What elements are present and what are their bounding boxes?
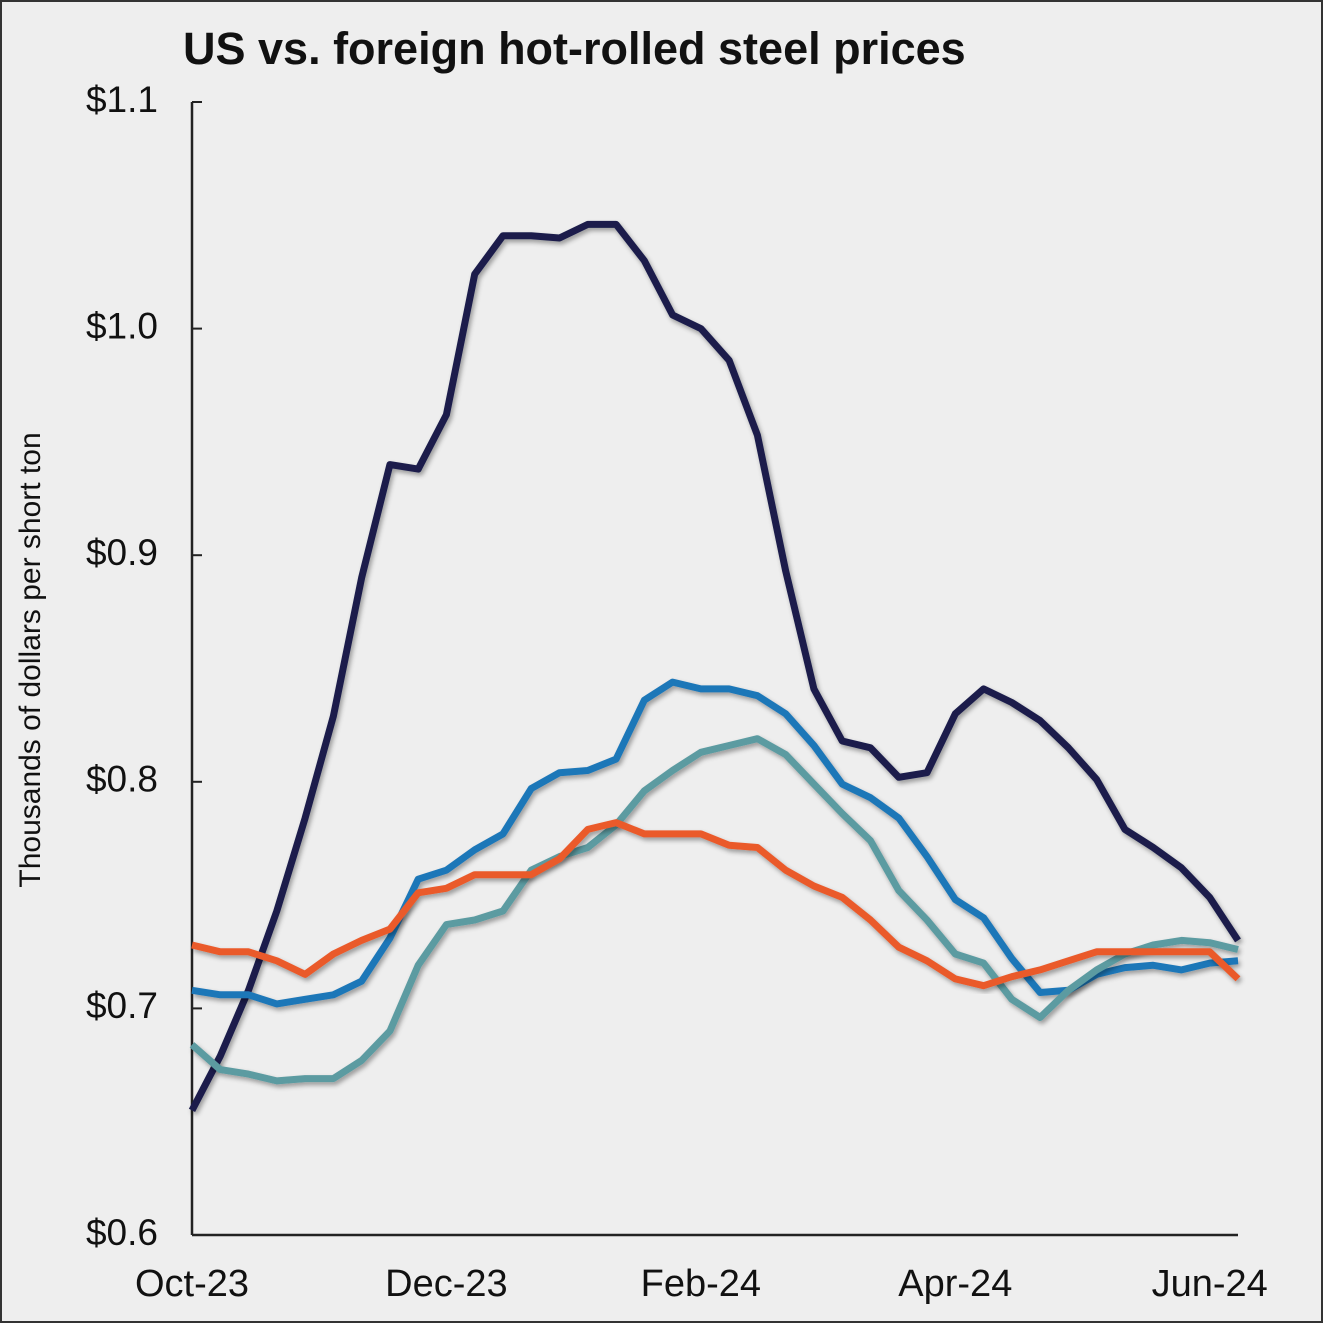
x-tick-label: Apr-24 bbox=[898, 1263, 1012, 1305]
y-tick-label: $0.6 bbox=[86, 1212, 158, 1253]
y-tick-label: $0.9 bbox=[86, 532, 158, 573]
y-tick-label: $1.0 bbox=[86, 305, 158, 346]
series-line bbox=[189, 735, 1239, 1085]
series-line bbox=[188, 220, 1241, 1113]
x-tick-label: Jun-24 bbox=[1152, 1263, 1268, 1305]
y-tick-label: $1.1 bbox=[86, 79, 158, 120]
x-tick-label: Oct-23 bbox=[135, 1263, 249, 1305]
y-tick-label: $0.8 bbox=[86, 759, 158, 800]
y-tick-label: $0.7 bbox=[86, 985, 158, 1026]
series-line bbox=[191, 819, 1241, 990]
chart-title: US vs. foreign hot-rolled steel prices bbox=[183, 23, 966, 74]
x-tick-label: Feb-24 bbox=[641, 1263, 761, 1305]
x-tick-label: Dec-23 bbox=[385, 1263, 508, 1305]
y-axis-label: Thousands of dollars per short ton bbox=[14, 432, 47, 887]
